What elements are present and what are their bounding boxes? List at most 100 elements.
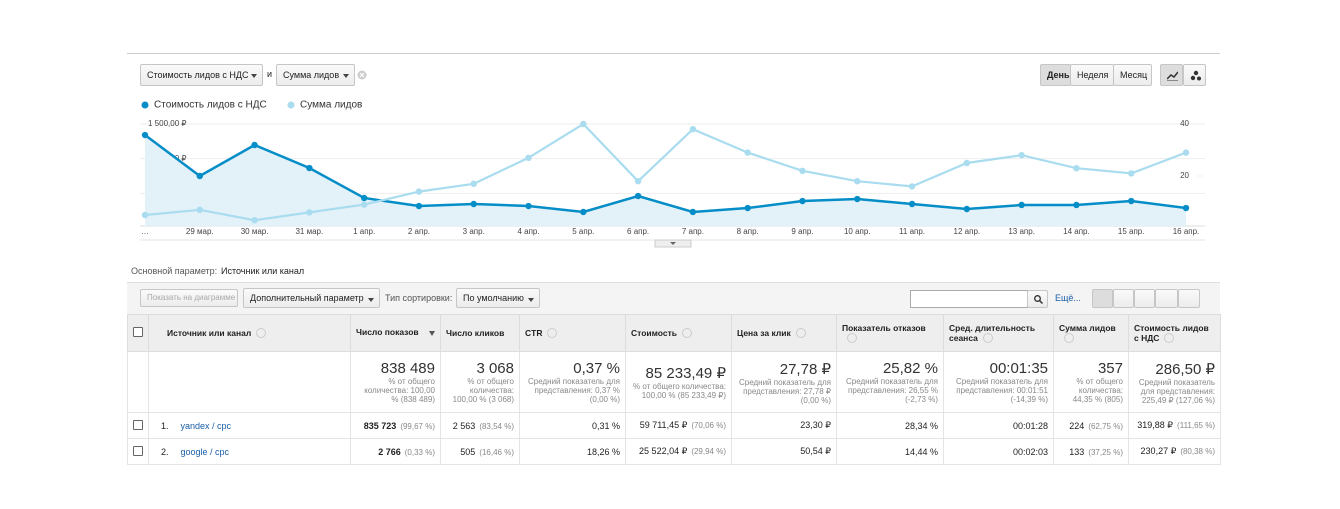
total-note: % от общего количества: 100,00 % (3 068) (452, 377, 514, 404)
legend-label: Сумма лидов (300, 100, 362, 111)
more-link[interactable]: Ещё... (1055, 293, 1081, 303)
total-note: Средний показатель для представления: 0,… (528, 377, 620, 404)
metric-value: 14,44 % (904, 446, 938, 457)
data-point (360, 201, 368, 208)
metric-value: 25 522,04 ₽ (639, 446, 688, 456)
total-value: 00:01:35 (989, 360, 1048, 377)
total-value: 357 (1097, 360, 1123, 377)
data-point (1182, 204, 1190, 212)
x-tick-label: 3 апр. (463, 227, 485, 236)
header-cell: Стоимость (625, 314, 732, 352)
x-tick-label: 4 апр. (517, 227, 539, 236)
total-cell: 85 233,49 ₽% от общего количества: 100,0… (625, 351, 732, 413)
sort-arrow (429, 331, 435, 339)
data-point (799, 197, 806, 205)
x-tick-label: 8 апр. (737, 227, 759, 236)
view-table[interactable] (1092, 289, 1113, 308)
x-tick-label: 15 апр. (1118, 227, 1145, 236)
view-performance[interactable] (1134, 289, 1155, 308)
data-point (251, 217, 258, 224)
data-point (1128, 170, 1135, 177)
search-button[interactable] (1027, 290, 1048, 308)
metric-dropdown[interactable]: Стоимость лидов с НДС (140, 64, 263, 86)
x-tick-label: … (141, 227, 149, 236)
secondary-dimension[interactable]: Дополнительный параметр (243, 288, 380, 308)
metric-value: 0,31 % (591, 420, 620, 431)
metric-value: 2 766 (378, 446, 401, 457)
total-note: % от общего количества: 100,00 % (85 233… (633, 382, 726, 400)
total-cell: 357% от общего количества: 44,35 % (805) (1053, 351, 1129, 413)
total-value: 25,82 % (882, 360, 938, 377)
metric-cell: 230,27 ₽ (80,38 %) (1128, 438, 1221, 465)
x-tick-label: 16 апр. (1173, 227, 1200, 236)
row-index: 2. (161, 446, 169, 457)
checkbox[interactable] (133, 419, 143, 430)
metric-cell: 133 (37,25 %) (1053, 438, 1129, 465)
empty-cell (127, 351, 149, 413)
and-label: и (267, 69, 273, 79)
total-value: 85 233,49 ₽ (645, 365, 726, 382)
source-link[interactable]: yandex / cpc (180, 420, 232, 431)
period-button[interactable]: Неделя (1070, 64, 1114, 86)
data-point (634, 192, 642, 200)
source-cell: 2. google / cpc (148, 438, 351, 465)
data-point (470, 180, 477, 187)
data-point (141, 211, 149, 219)
metric-dropdown[interactable]: Сумма лидов (276, 64, 355, 86)
checkbox[interactable] (133, 327, 143, 337)
remove-metric[interactable] (357, 70, 367, 80)
data-point (963, 205, 971, 213)
metric-cell: 50,54 ₽ (731, 438, 837, 465)
view-pie[interactable] (1113, 289, 1134, 308)
search-input[interactable] (910, 290, 1028, 308)
x-tick-label: 30 мар. (241, 227, 269, 236)
total-cell: 3 068% от общего количества: 100,00 % (3… (440, 351, 520, 413)
header-label: CTR (525, 327, 543, 338)
series-line (144, 134, 1187, 214)
metric-cell: 14,44 % (836, 438, 944, 465)
data-point (689, 126, 697, 133)
data-point (470, 200, 477, 208)
period-button[interactable]: День (1040, 64, 1071, 86)
header-cell: Источник или канал (148, 314, 351, 352)
total-value: 3 068 (476, 360, 514, 377)
data-point (1073, 165, 1080, 172)
y-tick-label: 1 500,00 ₽ (148, 119, 186, 128)
source-cell: 1. yandex / cpc (148, 412, 351, 439)
metric-cell: 18,26 % (519, 438, 626, 465)
data-point (196, 206, 203, 213)
header-label: Источник или канал (167, 327, 252, 338)
data-point (306, 209, 313, 216)
header-cell (127, 314, 149, 352)
total-value: 286,50 ₽ (1155, 360, 1215, 378)
data-point (196, 172, 203, 180)
source-link[interactable]: google / cpc (180, 446, 230, 457)
motion-view-button[interactable] (1183, 64, 1206, 86)
line-view-button[interactable] (1160, 64, 1183, 86)
metric-value: 835 723 (363, 420, 397, 431)
metric-cell: 2 563 (83,54 %) (440, 412, 520, 439)
period-button[interactable]: Месяц (1113, 64, 1152, 86)
x-tick-label: 12 апр. (954, 227, 981, 236)
view-pivot[interactable] (1178, 289, 1200, 308)
total-cell: 0,37 % Средний показатель для представлен… (519, 351, 626, 413)
metric-value: 133 (1069, 446, 1085, 457)
sort-dropdown[interactable]: По умолчанию (456, 288, 540, 308)
data-point (854, 178, 861, 185)
header-label: Цена за клик (737, 327, 791, 338)
metric-cell: 00:02:03 (943, 438, 1054, 465)
header-cell: Показатель отказов (836, 314, 944, 352)
data-point (415, 188, 423, 195)
help-icon (982, 333, 993, 344)
data-point (799, 167, 806, 174)
x-tick-label: 7 апр. (682, 227, 704, 236)
checkbox[interactable] (133, 445, 143, 456)
metric-share: (29,94 %) (691, 447, 726, 456)
data-row: 1. yandex / cpc 835 723 (99,67 %) 2 563 (83,5… (127, 412, 1221, 439)
data-point (908, 183, 916, 190)
view-comparison[interactable] (1155, 289, 1178, 308)
series-area (145, 135, 1186, 226)
help-icon (681, 328, 692, 339)
metric-cell: 505 (16,46 %) (440, 438, 520, 465)
